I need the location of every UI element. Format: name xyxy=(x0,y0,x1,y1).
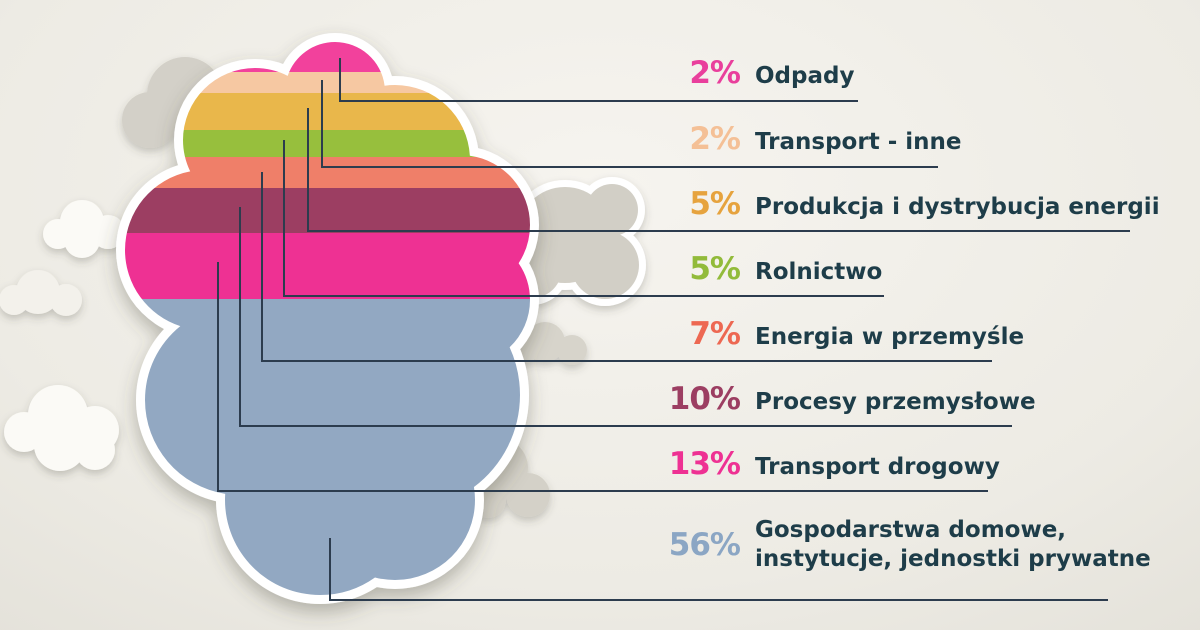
percent-value: 5% xyxy=(689,186,741,222)
category-label: Energia w przemyśle xyxy=(755,324,1025,350)
legend-row-procesy-przemyslowe: 10% Procesy przemysłowe xyxy=(652,381,1036,417)
percent-value: 2% xyxy=(689,55,741,91)
percent-value: 10% xyxy=(668,381,741,417)
legend-row-rolnictwo: 5% Rolnictwo xyxy=(652,251,882,287)
category-label: Produkcja i dystrybucja energii xyxy=(755,194,1160,220)
category-label: Rolnictwo xyxy=(755,259,883,285)
leader-lines xyxy=(217,58,1130,601)
legend-row-transport-inne: 2% Transport - inne xyxy=(652,121,961,157)
percent-value: 13% xyxy=(668,446,741,482)
leader-line-gospodarstwa xyxy=(329,538,1108,601)
percent-value: 5% xyxy=(689,251,741,287)
category-label: Procesy przemysłowe xyxy=(755,389,1036,415)
segment-procesy-przemyslowe xyxy=(125,188,530,233)
leader-line-produkcja-energii xyxy=(307,108,1130,232)
decorative-cloud-right-gray xyxy=(495,177,646,306)
leader-line-rolnictwo xyxy=(283,140,884,297)
leader-line-procesy-przemyslowe xyxy=(239,207,1012,427)
legend-row-gospodarstwa: 56% Gospodarstwa domowe, instytucje, jed… xyxy=(652,516,1151,574)
decorative-cloud-left-2 xyxy=(0,270,82,316)
percent-value: 2% xyxy=(689,121,741,157)
category-label: Gospodarstwa domowe, instytucje, jednost… xyxy=(755,517,1151,572)
segment-rolnictwo xyxy=(125,130,530,157)
category-label: Odpady xyxy=(755,63,855,89)
leader-line-transport-inne xyxy=(321,80,938,168)
leader-line-energia-przemysl xyxy=(261,172,992,362)
decorative-cloud-left-1 xyxy=(43,200,125,258)
category-label: Transport - inne xyxy=(755,129,962,155)
decorative-cloud-left-3 xyxy=(4,385,119,471)
leader-line-transport-drogowy xyxy=(217,262,988,492)
segment-energia-przemysl xyxy=(125,157,530,188)
legend-row-transport-drogowy: 13% Transport drogowy xyxy=(652,446,1000,482)
category-label: Transport drogowy xyxy=(755,454,1000,480)
legend-row-produkcja-energii: 5% Produkcja i dystrybucja energii xyxy=(652,186,1160,222)
legend-row-odpady: 2% Odpady xyxy=(652,55,854,91)
leader-line-odpady xyxy=(339,58,858,102)
cloud-segments xyxy=(125,42,530,595)
percent-value: 7% xyxy=(689,316,741,352)
legend-row-energia-przemysl: 7% Energia w przemyśle xyxy=(652,316,1024,352)
segment-transport-drogowy xyxy=(125,233,530,299)
percent-value: 56% xyxy=(668,526,741,563)
